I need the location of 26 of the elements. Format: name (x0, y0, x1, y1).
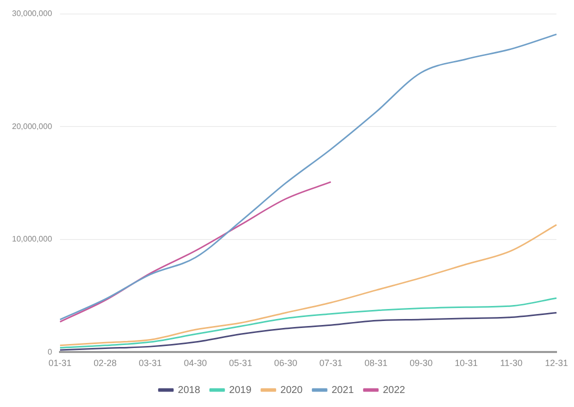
x-tick-label: 07-31 (319, 358, 342, 368)
line-series (59, 224, 558, 346)
line-series (59, 34, 558, 320)
x-tick-label: 05-31 (229, 358, 252, 368)
x-tick-label: 04-30 (184, 358, 207, 368)
legend-label: 2019 (229, 384, 252, 396)
x-tick-label: 12-31 (544, 358, 568, 368)
legend-label: 2018 (178, 384, 201, 396)
y-tick-label: 20,000,000 (12, 122, 53, 131)
line-series (59, 181, 332, 323)
legend-label: 2022 (382, 384, 406, 396)
line-series (59, 312, 558, 351)
x-tick-label: 10-31 (454, 358, 478, 368)
y-tick-label: 30,000,000 (12, 9, 53, 18)
x-tick-label: 06-30 (274, 358, 298, 368)
x-tick-label: 03-31 (138, 358, 162, 368)
y-tick-label: 10,000,000 (12, 234, 53, 244)
y-tick-label: 0 (48, 347, 53, 356)
x-tick-label: 11-30 (500, 358, 523, 368)
x-tick-label: 08-31 (364, 358, 388, 368)
x-tick-label: 09-30 (410, 358, 433, 368)
line-series (59, 297, 558, 348)
legend-label: 2020 (280, 384, 304, 396)
legend-label: 2021 (332, 384, 354, 396)
x-tick-label: 01-31 (48, 358, 72, 368)
x-tick-label: 02-28 (94, 358, 117, 368)
